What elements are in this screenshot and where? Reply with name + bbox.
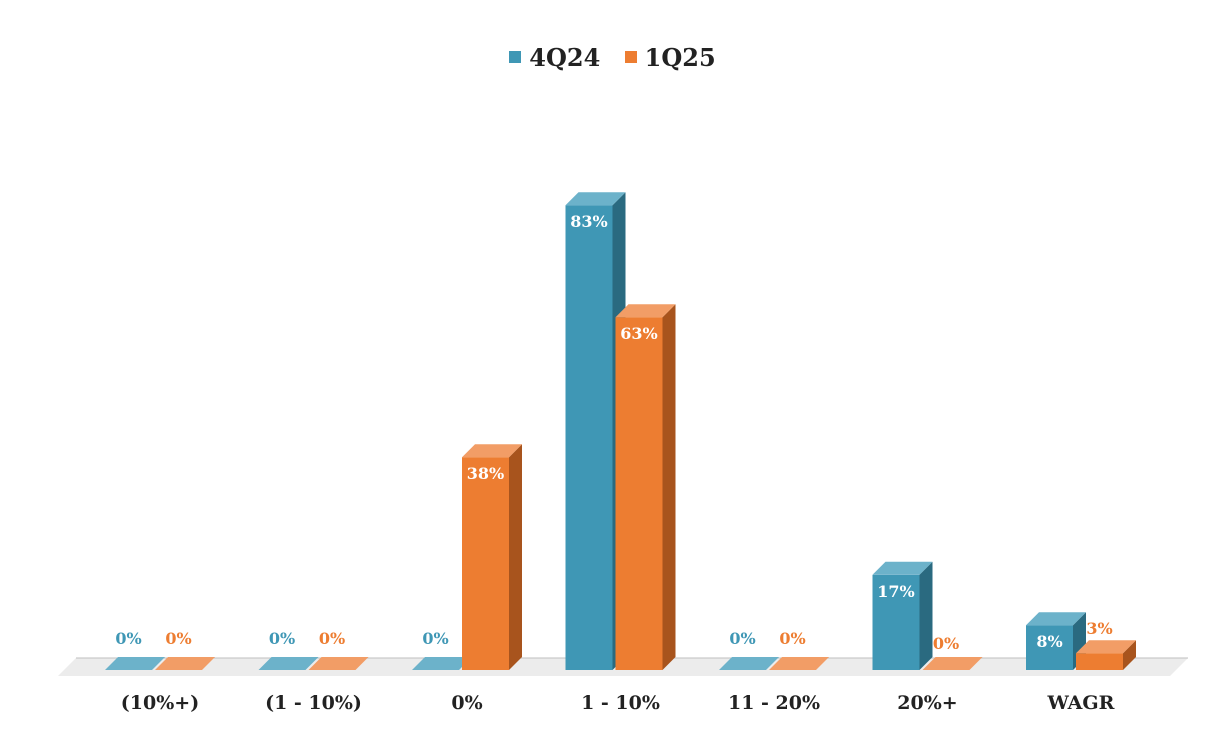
data-label-1q25-10: 0%: [165, 629, 191, 648]
bar-4q24-1-10: [565, 205, 613, 670]
bar-top-1q25-wagr: [1076, 640, 1136, 654]
bar-1q25-20: [922, 657, 983, 670]
data-label-4q24-10: 0%: [115, 629, 141, 648]
legend-swatch-1q25: [624, 51, 637, 63]
legend-label-1q25: 1Q25: [644, 42, 716, 72]
data-label-4q24-0: 0%: [422, 629, 448, 648]
bar-4q24-1-10: [258, 657, 319, 670]
bar-1q25-wagr: [1076, 653, 1123, 670]
bar-4q24-wagr: [1026, 625, 1073, 670]
x-tick-label-1-10: (1 - 10%): [265, 692, 362, 714]
legend-item-4q24: 4Q24: [509, 43, 600, 72]
x-tick-label-1-10: 1 - 10%: [581, 692, 660, 714]
x-tick-label-wagr: WAGR: [1047, 692, 1115, 714]
data-label-1q25-1-10: 63%: [620, 324, 657, 343]
bar-top-1q25-1-10: [615, 304, 676, 318]
data-label-1q25-20: 0%: [933, 634, 959, 653]
bar-1q25-1-10: [615, 317, 663, 670]
legend: 4Q24 1Q25: [0, 40, 1225, 72]
bar-side-1q25-1-10: [662, 304, 676, 670]
bar-4q24-0: [412, 657, 472, 670]
bar-top-1q25-0: [462, 444, 522, 458]
bar-1q25-0: [462, 457, 509, 670]
data-label-4q24-1-10: 0%: [269, 629, 295, 648]
bar-top-4q24-1-10: [565, 192, 626, 206]
data-label-1q25-1-10: 0%: [319, 629, 345, 648]
data-label-4q24-11-20: 0%: [729, 629, 755, 648]
bar-1q25-10: [155, 657, 215, 670]
bar-4q24-11-20: [719, 657, 779, 670]
bar-4q24-20: [872, 574, 920, 670]
bar-side-1q25-0: [509, 444, 522, 670]
legend-item-1q25: 1Q25: [624, 42, 716, 72]
bar-1q25-1-10: [308, 657, 369, 670]
bar-side-1q25-wagr: [1123, 640, 1136, 670]
x-tick-label-11-20: 11 - 20%: [728, 692, 820, 714]
bar-1q25-11-20: [769, 657, 829, 670]
x-tick-label-10: (10%+): [121, 692, 199, 714]
bar-top-4q24-20: [872, 561, 933, 575]
legend-swatch-4q24: [509, 51, 522, 63]
data-label-4q24-wagr: 8%: [1036, 632, 1062, 651]
bar-side-4q24-20: [919, 561, 933, 670]
bar-4q24-10: [105, 657, 165, 670]
x-tick-label-0: 0%: [451, 692, 482, 714]
data-label-4q24-1-10: 83%: [570, 212, 607, 231]
data-label-4q24-20: 17%: [877, 582, 914, 601]
legend-label-4q24: 4Q24: [529, 42, 601, 72]
bar-top-4q24-wagr: [1026, 612, 1086, 626]
data-label-1q25-wagr: 3%: [1086, 619, 1112, 638]
data-label-1q25-11-20: 0%: [779, 629, 805, 648]
data-label-1q25-0: 38%: [467, 464, 504, 483]
x-tick-label-20: 20%+: [897, 692, 957, 714]
